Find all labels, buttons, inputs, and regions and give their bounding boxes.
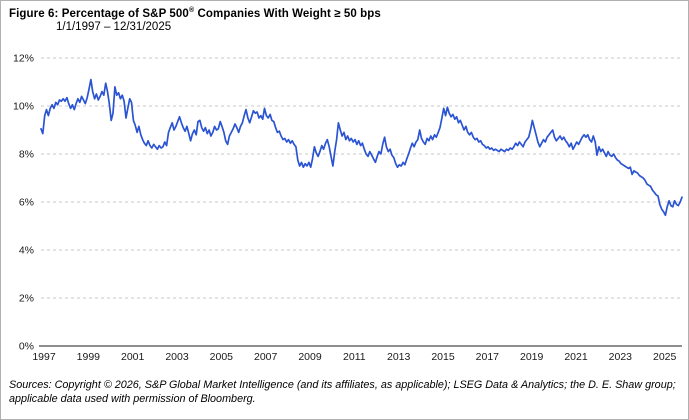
- x-axis-tick-label: 2009: [298, 351, 322, 363]
- x-axis-tick-label: 2011: [343, 351, 366, 363]
- x-axis-tick-label: 2021: [564, 351, 588, 363]
- x-axis-tick-label: 2019: [520, 351, 544, 363]
- y-axis-tick-label: 4%: [19, 245, 34, 257]
- registered-trademark-symbol: ®: [188, 7, 195, 14]
- x-axis-tick-label: 1999: [77, 351, 101, 363]
- y-axis-tick-label: 0%: [19, 341, 34, 353]
- x-axis-tick-label: 1997: [32, 351, 56, 363]
- x-axis-tick-label: 2015: [431, 351, 455, 363]
- chart-title-prefix: Figure 6: Percentage of S&P 500: [9, 7, 189, 20]
- chart-title: Figure 6: Percentage of S&P 500® Compani…: [9, 7, 381, 20]
- data-series-line: [40, 78, 683, 217]
- chart-title-suffix: Companies With Weight ≥ 50 bps: [194, 7, 381, 20]
- x-axis-tick-label: 2023: [609, 351, 633, 363]
- sources-footnote: Sources: Copyright © 2026, S&P Global Ma…: [9, 378, 680, 407]
- y-axis-tick-label: 10%: [13, 101, 34, 113]
- y-axis-tick-label: 12%: [13, 53, 34, 65]
- x-axis-tick-label: 2013: [387, 351, 411, 363]
- sources-footnote-line1: Sources: Copyright © 2026, S&P Global Ma…: [9, 379, 676, 391]
- chart-subtitle-date-range: 1/1/1997 – 12/31/2025: [56, 20, 172, 33]
- x-axis-tick-label: 2025: [653, 351, 677, 363]
- sources-footnote-line2: applicable data used with permission of …: [9, 393, 256, 406]
- x-axis-tick-label: 2007: [254, 351, 278, 363]
- title-block: Figure 6: Percentage of S&P 500® Compani…: [9, 7, 381, 33]
- x-axis-tick-label: 2003: [165, 351, 189, 363]
- x-axis-tick-label: 2001: [121, 351, 145, 363]
- x-axis-tick-label: 2005: [210, 351, 234, 363]
- x-axis-tick-label: 2017: [476, 351, 500, 363]
- y-axis-tick-label: 6%: [19, 197, 34, 209]
- y-axis-tick-label: 8%: [19, 149, 34, 161]
- y-axis-tick-label: 2%: [19, 293, 34, 305]
